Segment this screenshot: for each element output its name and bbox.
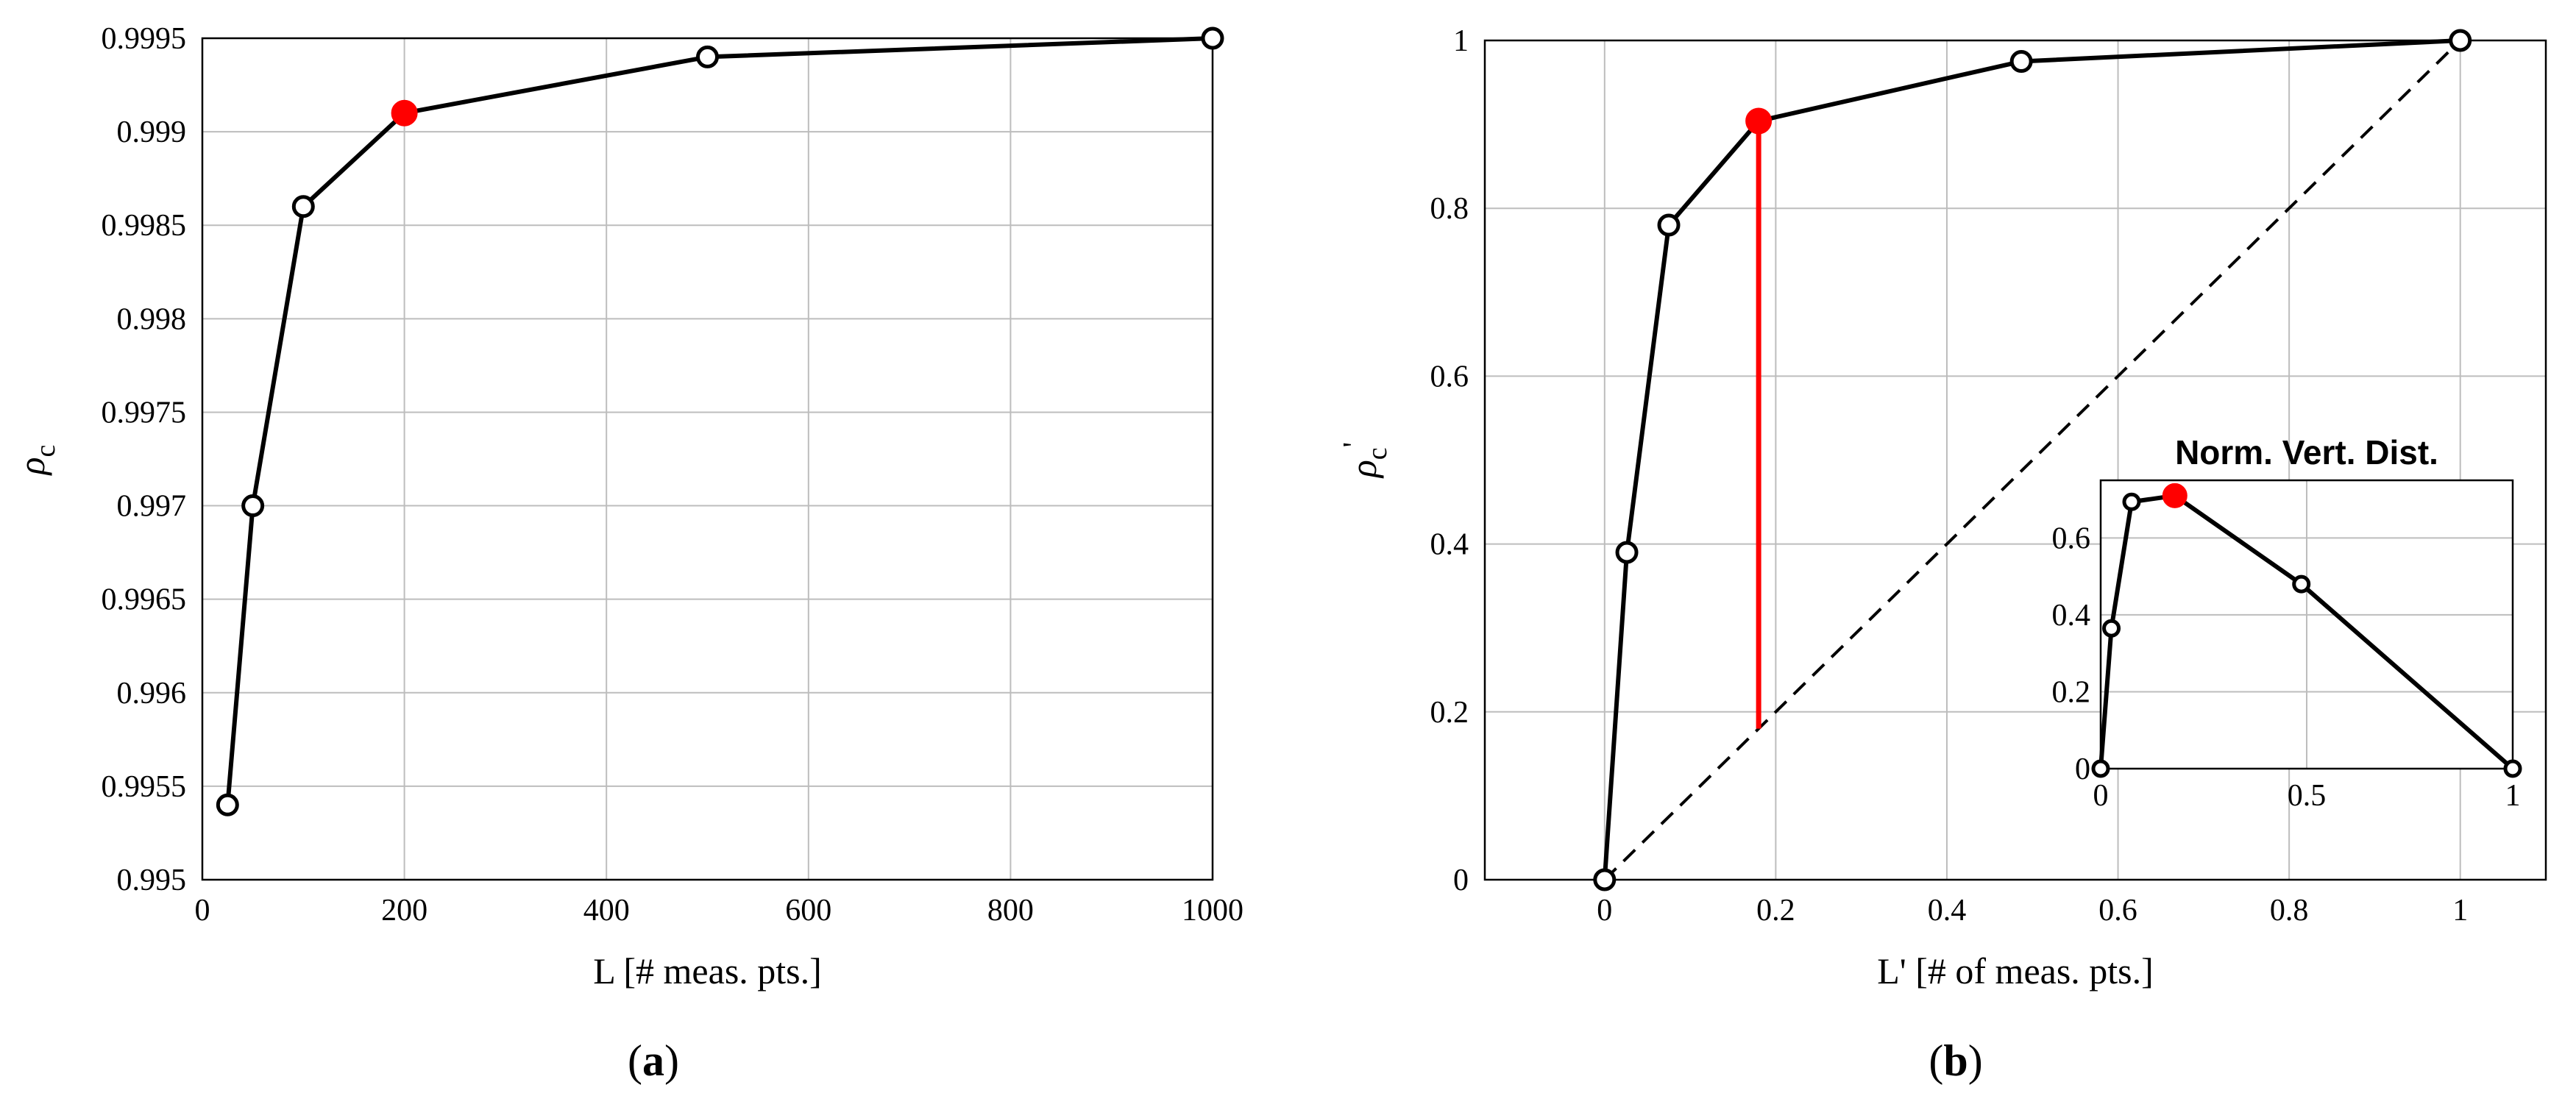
chart-b-inset-data-point <box>2102 619 2121 638</box>
chart-b-data-point <box>1615 541 1639 564</box>
chart-a-y-tick-label: 0.9995 <box>102 22 187 56</box>
chart-a-data-point <box>696 45 719 68</box>
chart-a-x-axis-label: L [# meas. pts.] <box>593 950 822 992</box>
chart-b-inset-highlighted-point <box>2162 483 2188 508</box>
chart-a-y-axis-label: ρc <box>11 445 61 477</box>
chart-b-series-line <box>1602 38 2460 880</box>
chart-b-inset-plot-frame <box>2099 479 2514 770</box>
chart-b-y-axis-label: ρc' <box>1338 442 1393 479</box>
chart-b-inset-x-tick-label: 0.5 <box>2288 779 2327 813</box>
chart-b-caption: (b) <box>1929 1036 1982 1085</box>
chart-b-y-tick-label: 0.4 <box>1430 528 1469 562</box>
chart-b-data-point <box>1657 213 1681 237</box>
chart-b-inset-data-point <box>2292 574 2311 594</box>
chart-a-data-point <box>1201 26 1224 50</box>
chart-b-y-tick-label: 0.6 <box>1430 360 1469 394</box>
chart-a-data-point <box>216 793 239 816</box>
chart-a-series-line <box>225 36 1213 805</box>
chart-b-inset-y-tick-label: 0.6 <box>2052 522 2091 555</box>
chart-a-y-tick-label: 0.9985 <box>102 209 187 243</box>
chart-b-y-tick-label: 1 <box>1453 24 1469 58</box>
chart-b-x-tick-label: 0.2 <box>1756 894 1795 928</box>
chart-a-y-tick-label: 0.996 <box>117 677 187 711</box>
chart-a-y-tick-label: 0.9975 <box>102 396 187 430</box>
chart-b-inset-y-tick-label: 0 <box>2075 752 2090 786</box>
chart-a-data-point <box>241 494 265 518</box>
chart-b-data-point <box>2449 29 2472 52</box>
chart-a-x-tick-label: 0 <box>195 894 210 928</box>
chart-a-highlighted-point <box>391 99 418 127</box>
chart-b-reference-line <box>1603 39 2462 881</box>
chart-b-x-axis-label: L' [# of meas. pts.] <box>1877 950 2154 992</box>
chart-b-highlighted-point <box>1745 107 1773 135</box>
chart-b-inset-series-line <box>2098 493 2514 771</box>
chart-b-y-tick-label: 0 <box>1453 864 1469 897</box>
chart-a: 0 200 400 600 800 1000 0.995 0.9955 0.996 0.9965 0… <box>11 22 1243 1085</box>
chart-b-inset-title: Norm. Vert. Dist. <box>2175 433 2438 471</box>
chart-a-x-tick-label: 1000 <box>1182 894 1243 928</box>
chart-b-x-tick-label: 0.8 <box>2270 894 2309 928</box>
chart-a-y-tick-label: 0.997 <box>117 490 187 524</box>
chart-b-inset-data-point <box>2503 759 2522 778</box>
chart-b-data-point <box>2009 50 2033 74</box>
chart-b-inset-y-tick-label: 0.4 <box>2052 599 2091 633</box>
chart-a-data-point <box>291 195 315 218</box>
chart-b-inset-x-tick-label: 0 <box>2093 779 2109 813</box>
chart-a-x-tick-label: 400 <box>583 894 630 928</box>
chart-b-x-tick-label: 0.4 <box>1928 894 1967 928</box>
chart-a-plot-frame <box>201 37 1214 881</box>
chart-a-y-tick-label: 0.9965 <box>102 583 187 617</box>
chart-a-y-tick-label: 0.998 <box>117 302 187 336</box>
chart-b-inset-y-tick-label: 0.2 <box>2052 675 2091 709</box>
chart-a-caption: (a) <box>628 1036 679 1085</box>
chart-b-inset: 0 0.5 1 0 0.2 0.4 0.6 Norm. Vert. Dist. <box>2052 433 2522 813</box>
chart-b-inset-data-point <box>2091 759 2110 778</box>
chart-a-y-tick-label: 0.999 <box>117 115 187 149</box>
chart-b-x-tick-label: 1 <box>2452 894 2468 928</box>
chart-b-y-tick-label: 0.2 <box>1430 696 1469 730</box>
chart-a-y-tick-label: 0.9955 <box>102 770 187 804</box>
chart-b-x-tick-label: 0 <box>1597 894 1612 928</box>
chart-a-x-tick-label: 200 <box>381 894 427 928</box>
chart-a-x-tick-label: 800 <box>987 894 1034 928</box>
chart-a-y-tick-label: 0.995 <box>117 864 187 897</box>
chart-b-plot-frame <box>1483 39 2547 881</box>
chart-b-data-point <box>1593 868 1617 891</box>
chart-b-x-tick-label: 0.6 <box>2098 894 2137 928</box>
chart-b-inset-x-tick-label: 1 <box>2505 779 2521 813</box>
chart-a-x-tick-label: 600 <box>785 894 831 928</box>
chart-b-inset-data-point <box>2122 492 2141 511</box>
chart-b-y-tick-label: 0.8 <box>1430 192 1469 226</box>
chart-b: 0 0.2 0.4 0.6 0.8 1 0 0.2 0.4 0.6 0.8 1 L' [# of mea… <box>1338 24 2547 1085</box>
